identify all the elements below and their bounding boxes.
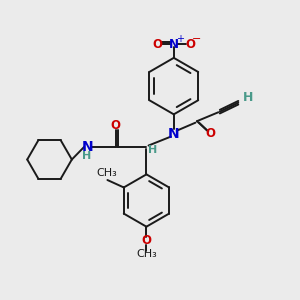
Text: H: H [148,145,158,155]
Text: O: O [185,38,195,51]
Text: N: N [82,140,93,154]
Text: O: O [205,127,215,140]
Text: O: O [152,38,162,51]
Text: O: O [111,119,121,132]
Text: N: N [169,38,179,51]
Text: O: O [141,235,152,248]
Text: CH₃: CH₃ [136,249,157,259]
Text: H: H [82,151,91,161]
Text: H: H [243,91,253,104]
Text: −: − [192,34,201,44]
Text: N: N [168,127,180,141]
Text: +: + [176,34,184,44]
Text: CH₃: CH₃ [97,169,117,178]
